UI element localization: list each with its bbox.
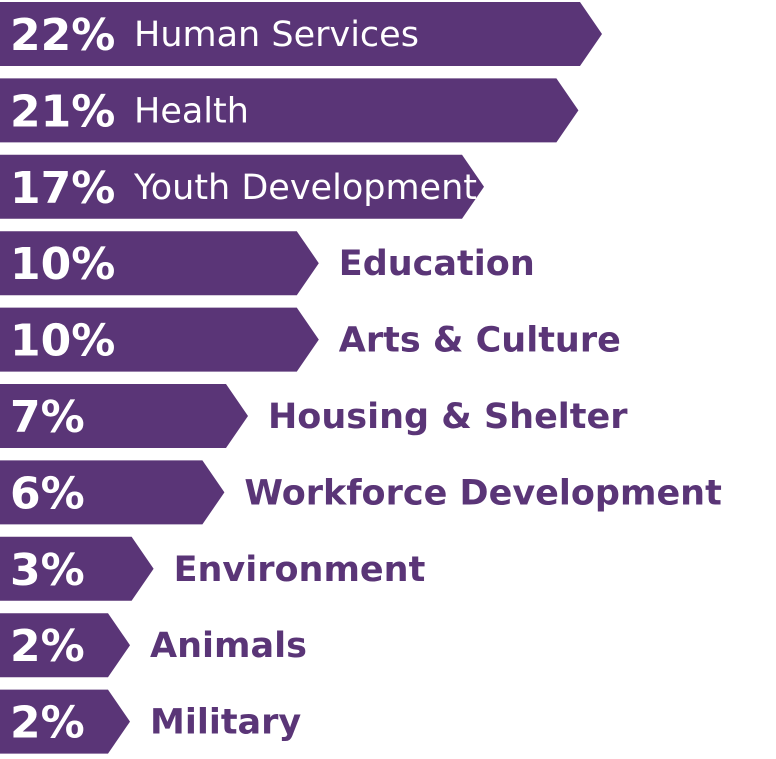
value-label: 2% xyxy=(10,698,85,749)
bar-human-services xyxy=(0,2,602,66)
bar-youth-development xyxy=(0,154,484,219)
value-label: 7% xyxy=(10,392,85,443)
category-label: Animals xyxy=(150,626,307,666)
category-label: Housing & Shelter xyxy=(268,397,628,437)
category-label: Human Services xyxy=(134,15,419,55)
bar-military xyxy=(0,689,130,754)
category-label: Arts & Culture xyxy=(339,321,621,361)
value-label: 6% xyxy=(10,468,85,519)
bar-health xyxy=(0,78,579,143)
value-label: 3% xyxy=(10,545,85,596)
value-label: 22% xyxy=(10,10,115,61)
bar-housing-shelter xyxy=(0,384,248,448)
category-label: Youth Development xyxy=(133,168,477,208)
bar-education xyxy=(0,231,319,296)
category-label: Workforce Development xyxy=(244,473,721,513)
value-label: 10% xyxy=(10,316,115,367)
value-label: 10% xyxy=(10,239,115,290)
category-label: Health xyxy=(134,91,249,131)
value-label: 2% xyxy=(10,621,85,672)
bar-environment xyxy=(0,536,154,601)
category-label: Environment xyxy=(174,550,426,590)
value-label: 17% xyxy=(10,163,115,214)
category-label: Military xyxy=(150,703,301,743)
bar-animals xyxy=(0,613,130,678)
bar-arts-culture xyxy=(0,307,319,372)
category-label: Education xyxy=(339,244,535,284)
value-label: 21% xyxy=(10,86,115,137)
bar-workforce-development xyxy=(0,460,225,525)
